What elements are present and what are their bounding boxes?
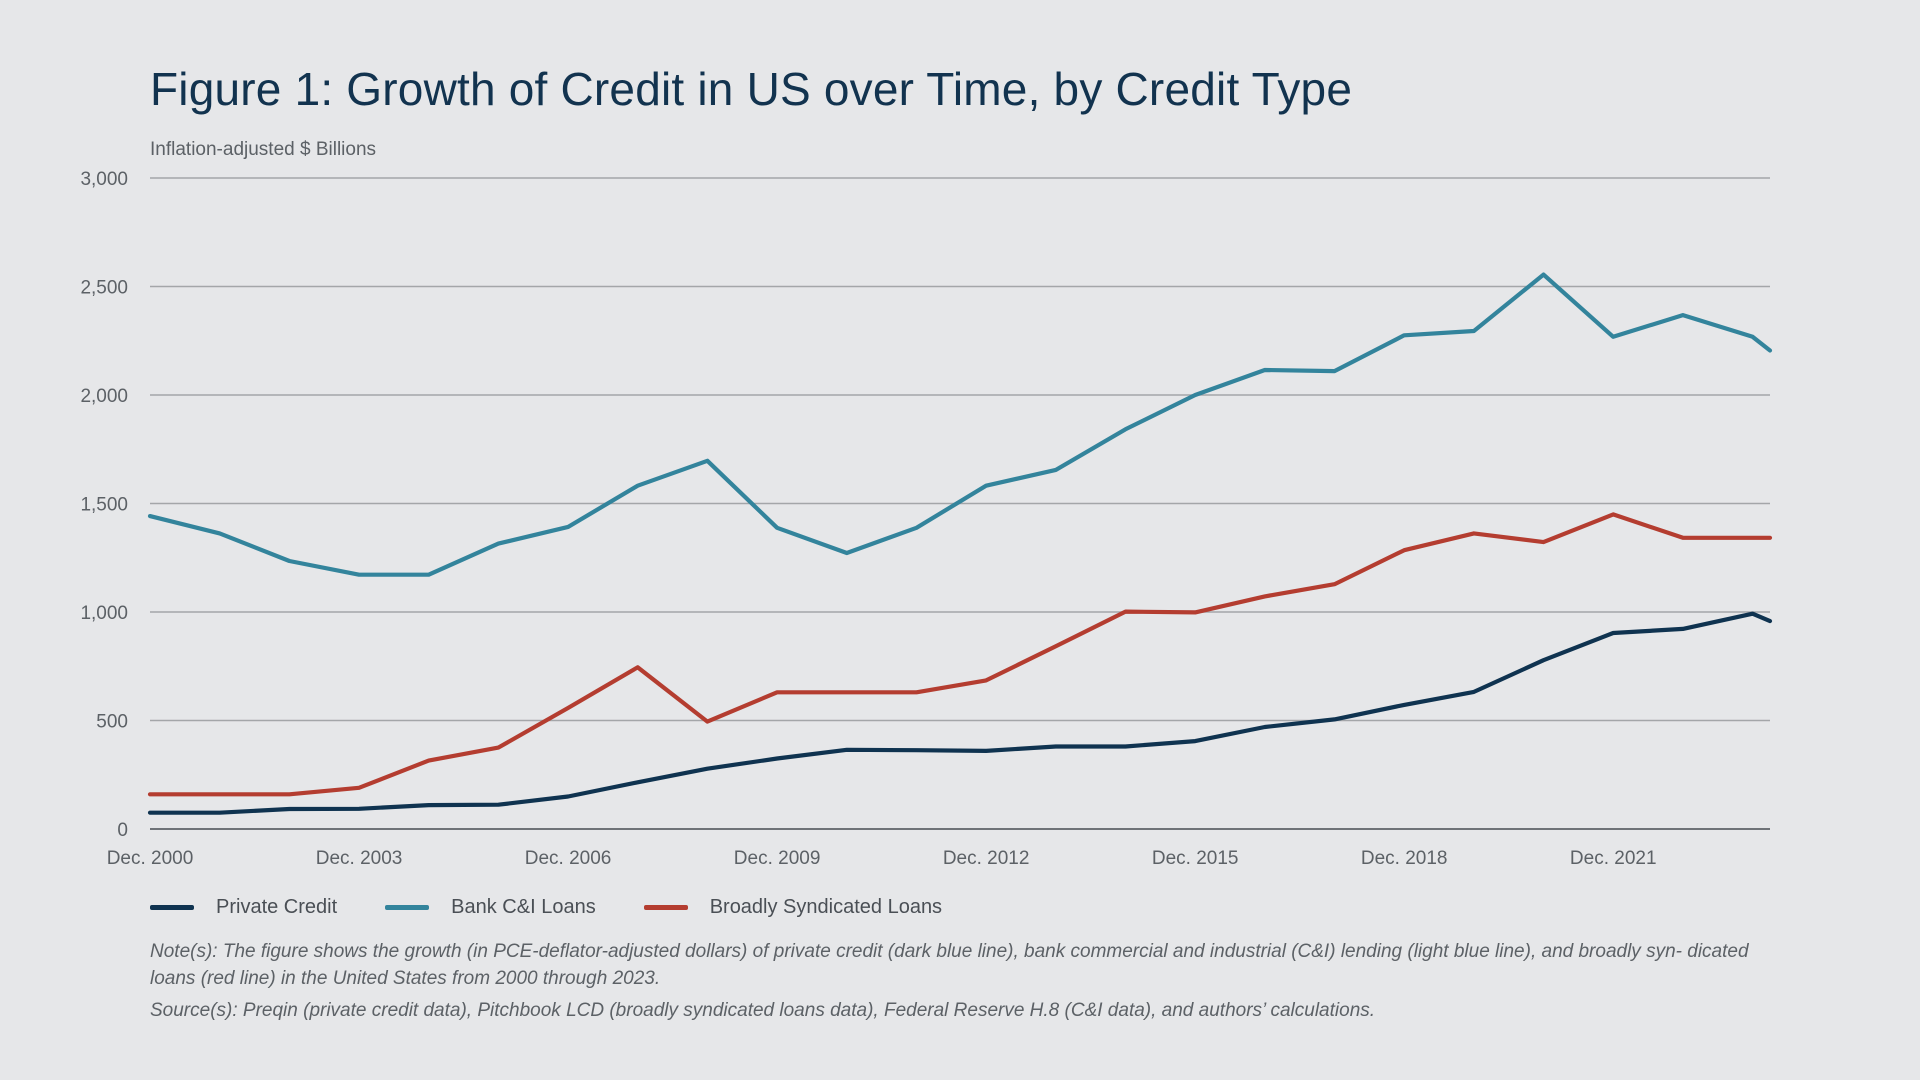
chart-source: Source(s): Preqin (private credit data),… xyxy=(150,1000,1376,1021)
x-tick-label: Dec. 2003 xyxy=(316,848,403,869)
legend-item-private-credit: Private Credit xyxy=(150,896,337,919)
legend-item-bank-ci-loans: Bank C&I Loans xyxy=(385,896,596,919)
x-tick-label: Dec. 2015 xyxy=(1152,848,1239,869)
series-line-broadly-syndicated-loans xyxy=(147,512,1773,797)
series-line-private-credit xyxy=(147,611,1773,815)
legend-label-private-credit: Private Credit xyxy=(216,896,338,918)
legend-item-broadly-syndicated-loans: Broadly Syndicated Loans xyxy=(643,896,943,919)
y-tick-label: 500 xyxy=(96,712,128,733)
y-axis-ticks: 0 500 1,000 1,500 2,000 2,500 3,000 xyxy=(80,169,128,841)
chart-title: Figure 1: Growth of Credit in US over Ti… xyxy=(150,63,1353,115)
y-tick-label: 1,500 xyxy=(80,495,128,516)
y-axis-unit-label: Inflation-adjusted $ Billions xyxy=(150,139,377,160)
series-line-bank-c-i-loans xyxy=(147,272,1773,577)
y-tick-label: 0 xyxy=(117,820,128,841)
x-tick-label: Dec. 2018 xyxy=(1361,848,1448,869)
series-lines xyxy=(147,272,1773,815)
grid-lines xyxy=(150,177,1770,830)
x-tick-label: Dec. 2009 xyxy=(734,848,821,869)
legend-label-bank-ci-loans: Bank C&I Loans xyxy=(451,896,596,918)
x-axis-ticks: Dec. 2000 Dec. 2003 Dec. 2006 Dec. 2009 Dec.… xyxy=(107,848,1657,869)
legend-swatch-broadly-syndicated-loans xyxy=(643,905,688,910)
chart-note: Note(s): The figure shows the growth (in… xyxy=(150,941,1749,989)
x-tick-label: Dec. 2012 xyxy=(943,848,1030,869)
legend-swatch-private-credit xyxy=(150,905,194,910)
x-tick-label: Dec. 2006 xyxy=(525,848,612,869)
y-tick-label: 2,500 xyxy=(80,278,128,299)
x-tick-label: Dec. 2000 xyxy=(107,848,194,869)
y-tick-label: 3,000 xyxy=(80,169,128,190)
y-tick-label: 1,000 xyxy=(80,603,128,624)
legend-swatch-bank-ci-loans xyxy=(385,905,430,910)
legend-label-broadly-syndicated-loans: Broadly Syndicated Loans xyxy=(709,896,943,918)
y-tick-label: 2,000 xyxy=(80,386,128,407)
x-tick-label: Dec. 2021 xyxy=(1570,848,1657,869)
legend: Private Credit Bank C&I Loans Broadly Sy… xyxy=(150,896,990,919)
